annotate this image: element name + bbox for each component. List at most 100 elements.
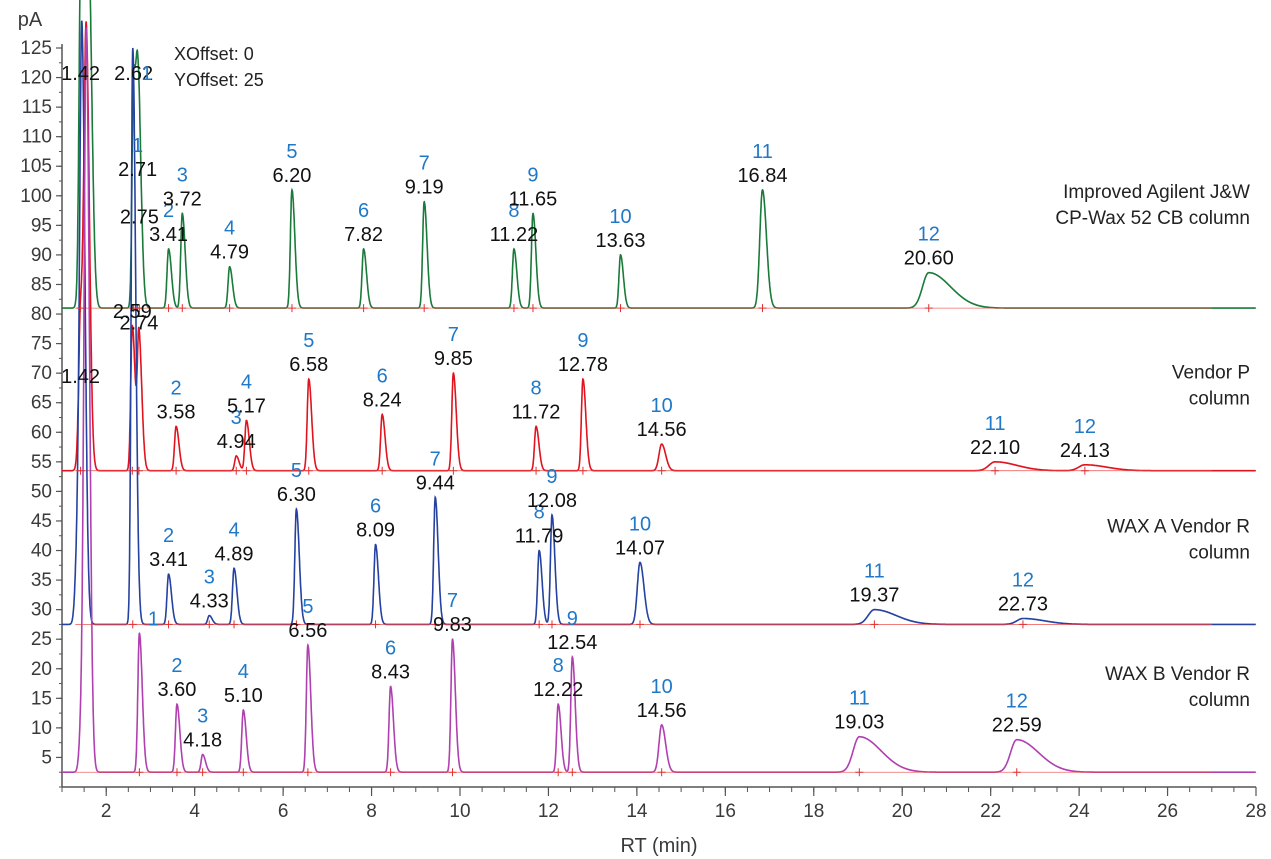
peak-marker — [165, 620, 173, 628]
x-tick-label: 14 — [626, 801, 648, 822]
y-tick-label: 35 — [31, 570, 52, 591]
peak-rt-label: 3.60 — [158, 679, 197, 701]
peak-number-label: 1 — [132, 135, 143, 157]
peak-rt-label: 5.10 — [224, 685, 263, 707]
peak-marker — [178, 304, 186, 312]
series-name: column — [1189, 542, 1250, 563]
peak-rt-label: 6.58 — [289, 354, 328, 376]
peak-number-label: 4 — [238, 661, 249, 683]
peak-number-label: 7 — [448, 324, 459, 346]
y-tick-label: 55 — [31, 452, 52, 473]
peak-number-label: 3 — [177, 165, 188, 187]
peak-number-label: 2 — [171, 377, 182, 399]
y-tick-label: 90 — [31, 245, 52, 266]
peak-number-label: 9 — [527, 165, 538, 187]
peak-marker — [129, 620, 137, 628]
peak-number-label: 4 — [241, 371, 252, 393]
peak-rt-label: 6.30 — [277, 484, 316, 506]
y-tick-label: 110 — [22, 127, 52, 148]
peak-rt-label: 6.20 — [272, 165, 311, 187]
series-name: column — [1189, 690, 1250, 711]
peak-number-label: 9 — [546, 466, 557, 488]
peak-rt-label: 22.73 — [998, 594, 1048, 616]
x-tick-label: 12 — [538, 801, 559, 822]
peak-rt-label: 20.60 — [904, 248, 954, 270]
peak-number-label: 10 — [651, 676, 673, 698]
peak-number-label: 3 — [197, 705, 208, 727]
peak-rt-label: 5.17 — [227, 395, 266, 417]
y-tick-label: 20 — [31, 659, 52, 680]
x-tick-label: 4 — [189, 801, 200, 822]
y-tick-label: 60 — [31, 422, 52, 443]
peak-marker — [1019, 620, 1027, 628]
peak-number-label: 6 — [377, 366, 388, 388]
peak-marker — [579, 467, 587, 475]
peak-marker — [230, 620, 238, 628]
peak-rt-label: 3.41 — [149, 224, 188, 246]
peak-rt-label: 12.22 — [533, 679, 583, 701]
peak-marker — [617, 304, 625, 312]
peak-rt-label: 19.03 — [834, 712, 884, 734]
peak-marker — [304, 768, 312, 776]
y-tick-label: 85 — [31, 274, 52, 295]
y-tick-label: 65 — [31, 393, 52, 414]
peak-rt-label: 22.59 — [992, 715, 1042, 737]
peak-rt-label: 3.41 — [149, 549, 188, 571]
y-tick-label: 115 — [22, 97, 52, 118]
x-tick-label: 28 — [1245, 801, 1266, 822]
x-tick-label: 24 — [1069, 801, 1091, 822]
y-tick-label: 70 — [31, 363, 52, 384]
peak-rt-label: 11.22 — [490, 224, 539, 246]
peak-marker — [387, 768, 395, 776]
peak-marker — [658, 467, 666, 475]
series-name: WAX B Vendor R — [1105, 664, 1250, 685]
peak-rt-label: 12.54 — [547, 632, 597, 654]
x-tick-label: 8 — [366, 801, 377, 822]
peak-rt-label: 11.79 — [515, 526, 564, 548]
peak-number-label: 4 — [224, 218, 235, 240]
peak-number-label: 12 — [1074, 416, 1096, 438]
peak-rt-label: 4.79 — [210, 242, 249, 264]
y-tick-label: 30 — [31, 600, 52, 621]
peak-rt-label: 22.10 — [970, 437, 1020, 459]
y-axis-title: pA — [18, 9, 43, 31]
peak-number-label: 8 — [530, 377, 541, 399]
peak-number-label: 4 — [228, 519, 239, 541]
peak-number-label: 7 — [447, 590, 458, 612]
peak-number-label: 5 — [291, 460, 302, 482]
peak-number-label: 11 — [985, 413, 1006, 435]
peak-marker — [305, 467, 313, 475]
x-tick-label: 10 — [449, 801, 470, 822]
peak-number-label: 11 — [849, 688, 870, 710]
peak-marker — [658, 768, 666, 776]
y-tick-label: 40 — [31, 541, 52, 562]
peak-rt-label: 14.56 — [637, 419, 687, 441]
peak-rt-label: 4.94 — [217, 431, 256, 453]
trace-line-3 — [62, 21, 1256, 625]
y-tick-label: 75 — [31, 334, 52, 355]
peak-marker — [1013, 768, 1021, 776]
peak-marker — [360, 304, 368, 312]
y-tick-label: 100 — [20, 186, 52, 207]
peak-rt-label: 11.65 — [509, 189, 558, 211]
peak-number-label: 2 — [163, 525, 174, 547]
peak-number-label: 10 — [629, 513, 651, 535]
peak-rt-label: 12.78 — [558, 354, 608, 376]
peak-rt-label: 16.84 — [737, 165, 787, 187]
peak-number-label: 7 — [430, 448, 441, 470]
peak-marker — [636, 620, 644, 628]
series-name: CP-Wax 52 CB column — [1055, 208, 1250, 229]
peak-marker — [758, 304, 766, 312]
peak-number-label: 10 — [651, 395, 673, 417]
peak-marker — [568, 768, 576, 776]
peak-rt-label: 9.85 — [434, 348, 473, 370]
x-tick-label: 16 — [715, 801, 736, 822]
y-tick-label: 10 — [31, 718, 52, 739]
y-tick-label: 125 — [20, 38, 52, 59]
y-tick-label: 120 — [20, 68, 52, 89]
peak-number-label: 5 — [286, 141, 297, 163]
peak-rt-label: 3.72 — [163, 189, 202, 211]
peak-marker — [448, 768, 456, 776]
peak-marker — [420, 304, 428, 312]
